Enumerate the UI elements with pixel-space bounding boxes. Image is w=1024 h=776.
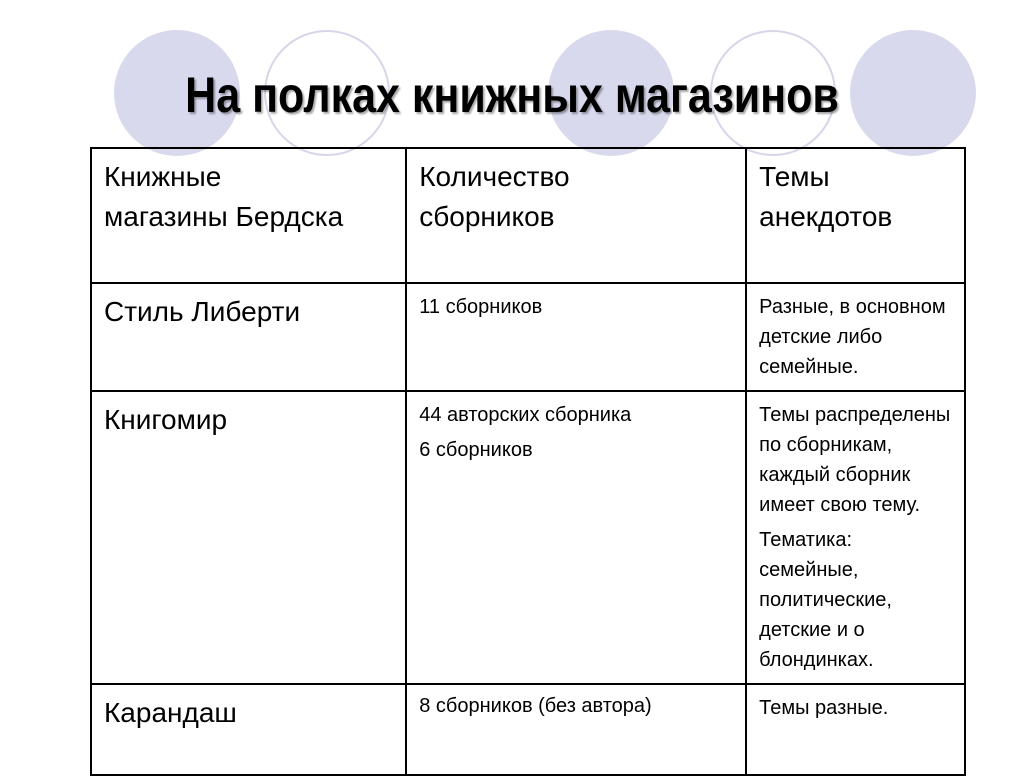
themes-text: Темы разные. [759, 697, 889, 719]
count-text: 11 сборников [419, 296, 543, 318]
themes-cell: Темы разные. [745, 683, 966, 776]
store-name: Книгомир [89, 390, 408, 685]
themes-cell: Разные, в основном детские либо семейные… [745, 282, 966, 392]
themes-text: Темы распределены по сборникам, каждый с… [759, 404, 951, 516]
decorative-circle [114, 30, 240, 156]
header-themes: Темы анекдотов [745, 147, 966, 284]
themes-cell: Темы распределены по сборникам, каждый с… [745, 390, 966, 685]
table-row: Книгомир 44 авторских сборника 6 сборник… [89, 390, 966, 685]
store-name: Стиль Либерти [89, 282, 408, 392]
count-text: 6 сборников [419, 439, 533, 461]
count-cell: 8 сборников (без автора) [405, 683, 748, 776]
decorative-circle [850, 30, 976, 156]
header-count: Количество сборников [405, 147, 748, 284]
count-cell: 11 сборников [405, 282, 748, 392]
table-row: Карандаш 8 сборников (без автора) Темы р… [89, 683, 966, 776]
table-row: Стиль Либерти 11 сборников Разные, в осн… [89, 282, 966, 392]
count-cell: 44 авторских сборника 6 сборников [405, 390, 748, 685]
themes-text: Разные, в основном детские либо семейные… [759, 296, 946, 378]
decorative-circle [548, 30, 674, 156]
count-text: 44 авторских сборника [419, 404, 632, 426]
count-text: 8 сборников (без автора) [419, 695, 652, 717]
themes-text: Тематика: семейные, политические, детски… [759, 529, 892, 671]
table-header-row: Книжные магазины Бердска Количество сбор… [89, 147, 966, 284]
store-name: Карандаш [89, 683, 408, 776]
header-stores: Книжные магазины Бердска [89, 147, 408, 284]
bookstores-table: Книжные магазины Бердска Количество сбор… [89, 147, 966, 776]
slide-title: На полках книжных магазинов [185, 67, 839, 123]
